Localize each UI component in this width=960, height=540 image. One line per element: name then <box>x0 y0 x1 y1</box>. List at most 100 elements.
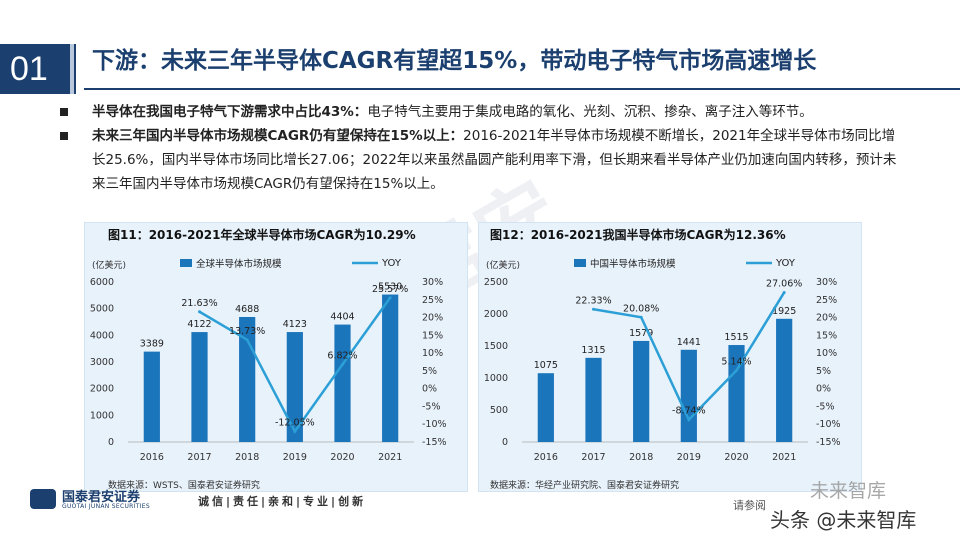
bar <box>537 373 554 442</box>
bar-value-label: 4404 <box>330 312 354 323</box>
bar <box>585 357 602 442</box>
y-tick-right: 30% <box>422 277 443 288</box>
yoy-point <box>198 310 201 314</box>
yoy-point <box>388 296 392 300</box>
yoy-value-label: 25.57% <box>372 284 408 295</box>
legend-line-label: YOY <box>381 258 402 269</box>
bullet-text: 电子特气主要用于集成电路的氧化、光刻、沉积、掺杂、离子注入等环节。 <box>367 104 813 120</box>
y-tick-right: -5% <box>422 401 441 412</box>
yoy-value-label: 20.08% <box>623 303 659 314</box>
bar <box>776 318 793 442</box>
bar <box>633 340 650 442</box>
yoy-value-label: 27.06% <box>766 278 802 289</box>
x-tick-label: 2018 <box>629 452 653 463</box>
legend-bar-label: 全球半导体市场规模 <box>196 258 282 270</box>
x-tick-label: 2020 <box>330 452 354 463</box>
bullet-item: 未来三年国内半导体市场规模CAGR仍有望保持在15%以上：2016-2021年半… <box>60 124 900 196</box>
watermark-top: 未来智库 <box>810 480 887 502</box>
bar-value-label: 1515 <box>724 332 748 343</box>
y-tick-left: 0 <box>108 437 114 448</box>
x-tick-label: 2019 <box>283 452 307 463</box>
yoy-point <box>782 290 786 294</box>
y-tick-left: 3000 <box>90 357 114 368</box>
see-more-text: 请参阅 <box>733 499 766 512</box>
x-tick-label: 2021 <box>378 452 402 463</box>
chart-source-china: 数据来源：华经产业研究院、国泰君安证券研究 <box>490 481 680 491</box>
chart-source-global: 数据来源：WSTS、国泰君安证券研究 <box>108 481 260 491</box>
bar-value-label: 1441 <box>677 337 701 348</box>
title-divider <box>84 88 960 90</box>
y-tick-right: -15% <box>816 437 841 448</box>
y-tick-right: 15% <box>422 330 443 341</box>
page-title: 下游：未来三年半导体CAGR有望超15%，带动电子特气市场高速增长 <box>92 48 817 74</box>
y-tick-left: 5000 <box>90 304 114 315</box>
y-tick-right: 25% <box>422 295 443 306</box>
yoy-value-label: -8.74% <box>672 406 706 417</box>
y-tick-left: 2500 <box>484 277 508 288</box>
y-tick-right: -10% <box>816 419 841 430</box>
company-name-en: GUOTAI JUNAN SECURITIES <box>62 503 150 510</box>
x-tick-label: 2020 <box>724 452 748 463</box>
yoy-point <box>687 418 691 422</box>
chart-title-global: 图11：2016-2021年全球半导体市场CAGR为10.29% <box>108 228 416 242</box>
legend-bar-label: 中国半导体市场规模 <box>590 258 676 270</box>
bar-value-label: 1579 <box>629 328 653 339</box>
y-axis-unit-label: (亿美元) <box>92 259 126 271</box>
bar <box>382 294 399 442</box>
bar <box>728 345 745 442</box>
bullet-heading: 未来三年国内半导体市场规模CAGR仍有望保持在15%以上： <box>92 128 464 144</box>
bar-value-label: 3389 <box>140 339 164 350</box>
yoy-point <box>341 362 344 366</box>
y-tick-left: 500 <box>490 405 508 416</box>
y-tick-left: 6000 <box>90 277 114 288</box>
yoy-value-label: 6.82% <box>327 350 357 361</box>
chart-global: (亿美元) 全球半导体市场规模 YOY 0 1000 2000 3000 4000 5000 60… <box>90 258 447 463</box>
bar-value-label: 4122 <box>187 319 211 330</box>
x-tick-label: 2019 <box>677 452 701 463</box>
y-tick-left: 1000 <box>90 410 114 421</box>
bar <box>191 332 208 442</box>
legend-bar-swatch <box>574 259 586 267</box>
y-tick-right: -5% <box>816 401 835 412</box>
bullet-heading: 半导体在我国电子特气下游需求中占比43%： <box>92 104 368 120</box>
chart-china: (亿美元) 中国半导体市场规模 YOY 0 500 1000 1500 2000 2500 -15… <box>484 258 841 463</box>
bar-value-label: 4688 <box>235 304 259 315</box>
y-tick-left: 0 <box>502 437 508 448</box>
bullet-list: 半导体在我国电子特气下游需求中占比43%：电子特气主要用于集成电路的氧化、光刻、… <box>60 100 900 196</box>
bar-value-label: 1075 <box>534 360 558 371</box>
bar <box>334 324 351 442</box>
x-tick-label: 2021 <box>772 452 796 463</box>
bar-value-label: 1315 <box>581 345 605 356</box>
bullet-text: 2016-2021年半导体市场规模不断增长，2021年全球半导体市场同比增长25… <box>92 128 897 192</box>
yoy-value-label: -12.05% <box>275 418 315 429</box>
company-name: 国泰君安证券 <box>62 490 141 505</box>
y-tick-left: 2000 <box>484 309 508 320</box>
yoy-value-label: 22.33% <box>575 295 611 306</box>
y-tick-right: 30% <box>816 277 837 288</box>
y-tick-right: 0% <box>816 384 831 395</box>
y-tick-right: 5% <box>422 366 437 377</box>
y-tick-right: 20% <box>422 313 443 324</box>
y-axis-unit-label: (亿美元) <box>486 259 520 271</box>
bar <box>286 332 303 442</box>
y-tick-right: 10% <box>816 348 837 359</box>
bullet-square-icon <box>60 132 68 140</box>
yoy-point <box>293 430 297 434</box>
bullet-item: 半导体在我国电子特气下游需求中占比43%：电子特气主要用于集成电路的氧化、光刻、… <box>60 100 900 124</box>
company-slogan: 诚信|责任|亲和|专业|创新 <box>198 495 367 508</box>
x-tick-label: 2017 <box>187 452 211 463</box>
yoy-value-label: 13.73% <box>229 326 265 337</box>
company-logo-icon <box>30 489 56 509</box>
yoy-value-label: 21.63% <box>181 298 217 309</box>
y-tick-right: 20% <box>816 313 837 324</box>
y-tick-left: 2000 <box>90 384 114 395</box>
yoy-value-label: 5.14% <box>721 356 751 367</box>
yoy-point <box>592 307 595 311</box>
legend-line-label: YOY <box>775 258 796 269</box>
y-tick-left: 4000 <box>90 330 114 341</box>
bar-value-label: 5530 <box>378 282 402 293</box>
y-tick-left: 1000 <box>484 373 508 384</box>
y-tick-right: -15% <box>422 437 447 448</box>
chart-panel-china <box>478 222 862 492</box>
x-tick-label: 2017 <box>581 452 605 463</box>
